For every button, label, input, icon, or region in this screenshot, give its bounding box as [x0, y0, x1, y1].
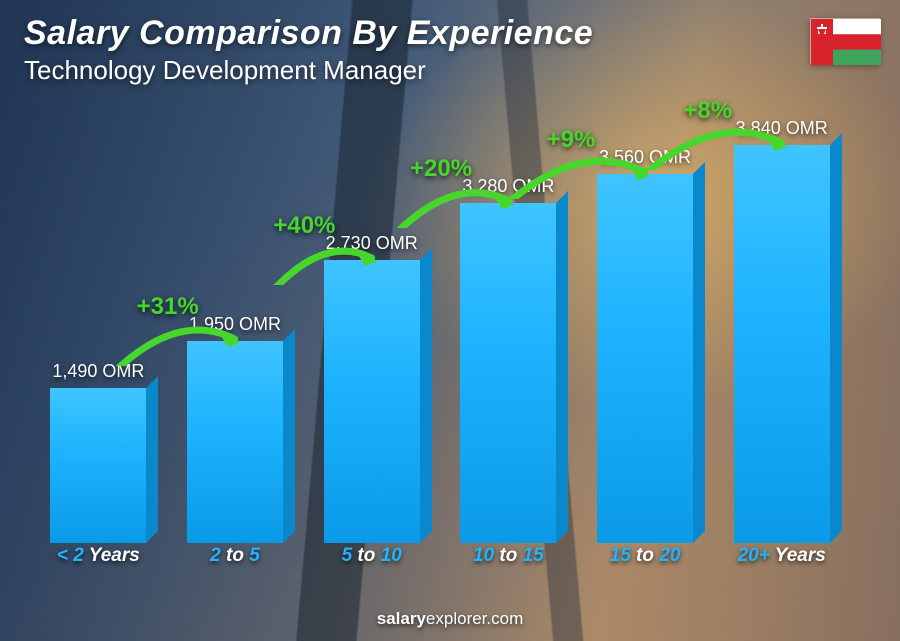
footer-credit: salaryexplorer.com [0, 609, 900, 629]
plot-area: 1,490 OMR 1,950 OMR 2,730 OMR 3,280 OMR … [30, 110, 850, 571]
chart-subtitle: Technology Development Manager [24, 55, 593, 86]
country-flag-oman [810, 18, 880, 64]
title-block: Salary Comparison By Experience Technolo… [24, 14, 593, 86]
growth-arrows-layer: +31% +40% +20% +9% +8% [30, 110, 850, 571]
growth-percent-label: +31% [137, 293, 199, 321]
flag-icon [811, 19, 881, 65]
growth-percent-label: +40% [273, 212, 335, 240]
salary-chart-root: Salary Comparison By Experience Technolo… [0, 0, 900, 641]
footer-rest: explorer.com [426, 609, 523, 628]
footer-bold: salary [377, 609, 426, 628]
growth-percent-label: +20% [410, 155, 472, 183]
growth-percent-label: +8% [683, 97, 732, 125]
chart-title: Salary Comparison By Experience [24, 14, 593, 53]
growth-percent-label: +9% [547, 126, 596, 154]
